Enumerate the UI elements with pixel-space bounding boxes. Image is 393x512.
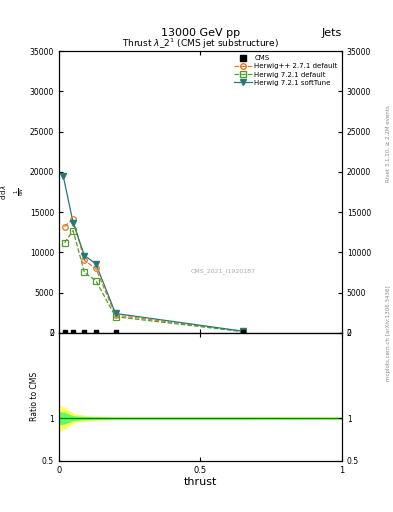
Text: 13000 GeV pp: 13000 GeV pp xyxy=(161,28,240,38)
Text: Rivet 3.1.10, ≥ 2.2M events: Rivet 3.1.10, ≥ 2.2M events xyxy=(386,105,391,182)
Y-axis label: Ratio to CMS: Ratio to CMS xyxy=(30,372,39,421)
Text: Jets: Jets xyxy=(321,28,342,38)
Title: Thrust $\lambda$_2$^1$ (CMS jet substructure): Thrust $\lambda$_2$^1$ (CMS jet substruc… xyxy=(122,37,279,51)
Legend: CMS, Herwig++ 2.7.1 default, Herwig 7.2.1 default, Herwig 7.2.1 softTune: CMS, Herwig++ 2.7.1 default, Herwig 7.2.… xyxy=(231,53,340,89)
Y-axis label: $\mathrm{d}^2N$
$\mathrm{d}\,\mathrm{d}\lambda$
$\mathrm{d}\,p$
$\mathrm{d}\,\ma: $\mathrm{d}^2N$ $\mathrm{d}\,\mathrm{d}\… xyxy=(0,184,27,200)
Text: CMS_2021_I1920187: CMS_2021_I1920187 xyxy=(191,268,255,274)
X-axis label: thrust: thrust xyxy=(184,477,217,487)
Text: mcplots.cern.ch [arXiv:1306.3436]: mcplots.cern.ch [arXiv:1306.3436] xyxy=(386,285,391,380)
